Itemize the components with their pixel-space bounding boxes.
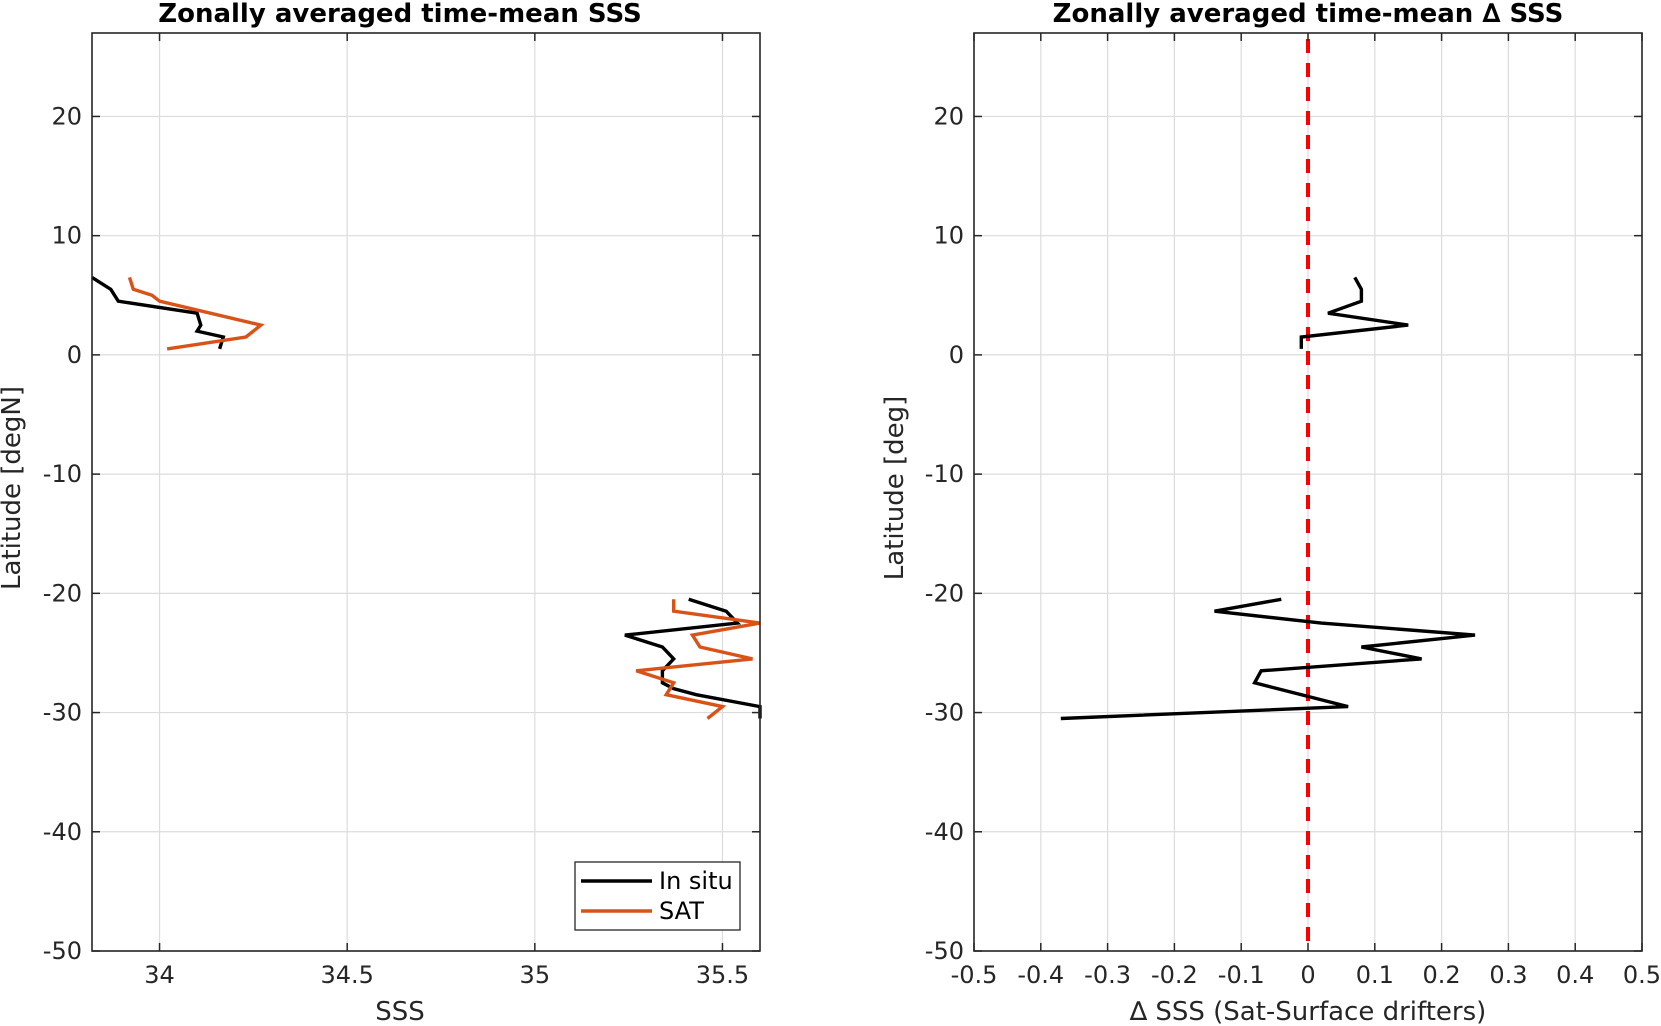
delta-sss-panel-y-axis-label: Latitude [deg]	[880, 396, 910, 581]
delta-sss-panel-ticks: -0.5 -0.4 -0.3 -0.2 -0.1 0 0.1 0.2 0.3 0.4 0.5 -50 -…	[925, 33, 1661, 989]
delta-sss-x-tick-label: -0.1	[1218, 961, 1265, 989]
delta-sss-x-tick-label: -0.5	[951, 961, 998, 989]
legend-label-in-situ: In situ	[659, 867, 733, 895]
sss-series-line-sat	[635, 599, 761, 720]
delta-sss-y-tick-label: -30	[925, 699, 964, 727]
sss-x-tick-label: 35	[520, 961, 551, 989]
sss-panel-grid	[92, 33, 760, 952]
delta-sss-panel-title: Zonally averaged time-mean ∆ SSS	[1053, 0, 1564, 29]
legend-box	[574, 861, 741, 931]
delta-sss-y-tick-label: -10	[925, 460, 964, 488]
delta-sss-y-tick-label: 20	[933, 102, 964, 130]
delta-sss-y-tick-label: -20	[925, 579, 964, 607]
delta-sss-x-tick-label: 0	[1300, 961, 1315, 989]
delta-sss-x-tick-label: 0.1	[1356, 961, 1394, 989]
sss-y-tick-label: 10	[51, 222, 82, 250]
sss-y-tick-label: -50	[43, 937, 82, 965]
delta-sss-series-line-difference	[1299, 276, 1409, 349]
sss-series-line-sat	[127, 276, 265, 351]
sss-y-tick-label: 0	[67, 341, 82, 369]
delta-sss-series-line-difference	[1060, 597, 1476, 721]
delta-sss-x-tick-label: -0.4	[1017, 961, 1064, 989]
sss-y-tick-label: -20	[43, 579, 82, 607]
delta-sss-x-tick-label: -0.2	[1151, 961, 1198, 989]
sss-panel-data	[91, 275, 762, 720]
delta-sss-x-tick-label: 0.2	[1423, 961, 1461, 989]
delta-sss-y-tick-label: 10	[933, 222, 964, 250]
delta-sss-x-tick-label: -0.3	[1084, 961, 1131, 989]
sss-x-tick-label: 34.5	[320, 961, 373, 989]
sss-panel-x-axis-label: SSS	[375, 997, 425, 1026]
delta-sss-x-tick-label: 0.5	[1623, 961, 1661, 989]
sss-panel-axes-box	[91, 32, 761, 952]
sss-panel-y-axis-label: Latitude [degN]	[0, 386, 27, 590]
sss-panel-title: Zonally averaged time-mean SSS	[158, 0, 642, 29]
legend: In situ SAT	[574, 861, 741, 931]
legend-label-sat: SAT	[659, 897, 704, 925]
sss-panel-ticks: 34 34.5 35 35.5 -50 -40 -30 -20 -10 0 10 20	[43, 33, 760, 989]
sss-y-tick-label: -30	[43, 699, 82, 727]
delta-sss-x-tick-label: 0.4	[1556, 961, 1594, 989]
delta-sss-y-tick-label: -40	[925, 818, 964, 846]
delta-sss-panel-data	[1060, 39, 1476, 951]
delta-sss-y-tick-label: -50	[925, 937, 964, 965]
delta-sss-x-tick-label: 0.3	[1489, 961, 1527, 989]
delta-sss-y-tick-label: 0	[949, 341, 964, 369]
sss-series-line-in-situ	[91, 275, 226, 350]
sss-y-tick-label: -40	[43, 818, 82, 846]
sss-y-tick-label: -10	[43, 460, 82, 488]
sss-y-tick-label: 20	[51, 102, 82, 130]
sss-x-tick-label: 35.5	[696, 961, 749, 989]
delta-sss-panel-x-axis-label: ∆ SSS (Sat-Surface drifters)	[1129, 997, 1487, 1026]
sss-panel: Zonally averaged time-mean SSS 34 34.5 35 3…	[0, 0, 762, 1026]
delta-sss-panel: Zonally averaged time-mean ∆ SSS -0.5 -0.…	[880, 0, 1661, 1026]
sss-x-tick-label: 34	[144, 961, 175, 989]
